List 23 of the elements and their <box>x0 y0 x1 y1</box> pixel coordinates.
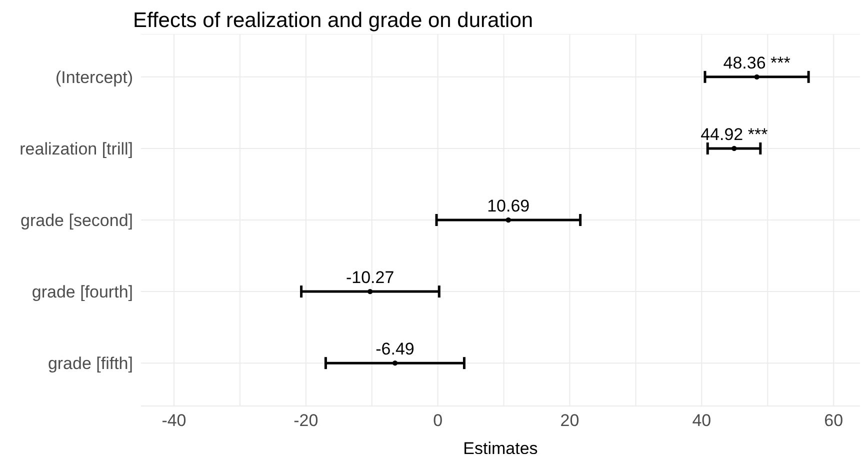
y-tick-label: grade [second] <box>20 211 133 230</box>
x-axis-title: Estimates <box>463 439 538 458</box>
chart-title: Effects of realization and grade on duration <box>133 8 534 34</box>
point <box>754 74 760 80</box>
x-tick-label: -40 <box>162 411 186 430</box>
point <box>392 360 398 366</box>
data-label: -6.49 <box>376 340 414 359</box>
y-tick-label: grade [fifth] <box>48 354 133 374</box>
data-label: -10.27 <box>346 268 394 288</box>
x-tick-label: -20 <box>294 411 318 430</box>
x-tick-label: 40 <box>692 411 712 430</box>
y-tick-label: grade [fourth] <box>32 282 133 302</box>
x-tick-label: 20 <box>560 411 580 430</box>
x-tick-label: 0 <box>433 411 443 430</box>
data-label: 10.69 <box>487 196 530 216</box>
point <box>732 146 737 152</box>
y-tick-label: realization [trill] <box>20 139 133 158</box>
point <box>367 288 373 294</box>
x-tick-label: 60 <box>824 411 844 430</box>
point <box>506 217 511 223</box>
data-label: 48.36 *** <box>723 53 791 72</box>
data-label: 44.92 *** <box>700 124 768 144</box>
y-tick-label: (Intercept) <box>56 68 133 87</box>
